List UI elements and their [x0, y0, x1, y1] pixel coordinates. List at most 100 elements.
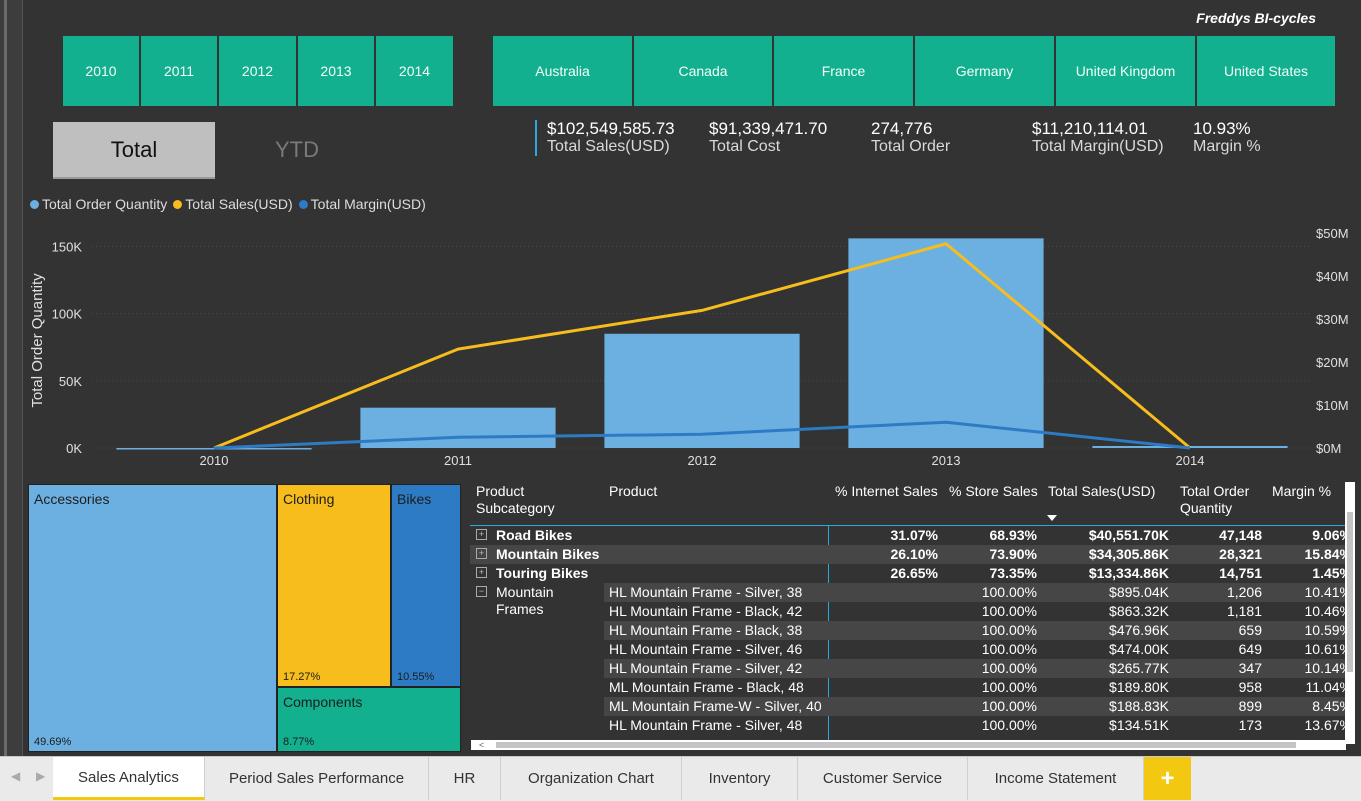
table-row[interactable]: HL Mountain Frame - Silver, 38 100.00% $…	[604, 583, 1346, 602]
qty-cell: 659	[1176, 622, 1262, 638]
column-header-store-sales[interactable]: % Store Sales	[949, 483, 1038, 500]
treemap-tile-components[interactable]: Components 8.77%	[277, 687, 461, 752]
expand-plus-icon[interactable]: +	[476, 567, 487, 578]
margin-cell: 10.41%	[1270, 584, 1352, 600]
qty-cell: 958	[1176, 679, 1262, 695]
table-row[interactable]: HL Mountain Frame - Black, 38 100.00% $4…	[604, 621, 1346, 640]
combo-chart[interactable]: 0K50K100K150K$0M$10M$20M$30M$40M$50MTota…	[22, 215, 1361, 475]
product-cell: HL Mountain Frame - Silver, 42	[609, 660, 802, 676]
tab-period-sales-performance[interactable]: Period Sales Performance	[205, 757, 429, 800]
treemap-tile-clothing[interactable]: Clothing 17.27%	[277, 484, 391, 687]
internet-cell: 26.10%	[850, 546, 938, 562]
column-header-subcategory[interactable]: Product Subcategory	[476, 483, 596, 517]
table-row[interactable]: HL Mountain Frame - Silver, 46 100.00% $…	[604, 640, 1346, 659]
bar-2011[interactable]	[360, 408, 555, 448]
treemap-tile-accessories[interactable]: Accessories 49.69%	[28, 484, 277, 752]
scrollbar-thumb[interactable]	[1347, 512, 1353, 672]
tab-scroll-left-icon[interactable]: ◀	[11, 769, 20, 783]
legend-item-order-qty[interactable]: Total Order Quantity	[30, 196, 167, 212]
sales-cell: $476.96K	[1044, 622, 1169, 638]
tab-scroll-right-icon[interactable]: ▶	[36, 769, 45, 783]
tab-hr[interactable]: HR	[429, 757, 501, 800]
kpi-total-sales-value: $102,549,585.73	[547, 119, 675, 139]
collapse-minus-icon[interactable]: −	[476, 586, 487, 597]
year-slicer-2013[interactable]: 2013	[298, 36, 374, 106]
sales-cell: $863.32K	[1044, 603, 1169, 619]
legend-item-margin[interactable]: Total Margin(USD)	[299, 196, 426, 212]
year-slicer-2012[interactable]: 2012	[219, 36, 296, 106]
product-cell: ML Mountain Frame - Black, 48	[609, 679, 804, 695]
column-header-internet-sales[interactable]: % Internet Sales	[835, 483, 938, 500]
year-slicer-2010[interactable]: 2010	[63, 36, 139, 106]
year-slicer-2014[interactable]: 2014	[376, 36, 453, 106]
table-row[interactable]: HL Mountain Frame - Silver, 48 100.00% $…	[604, 716, 1346, 735]
legend-item-sales[interactable]: Total Sales(USD)	[173, 196, 292, 212]
country-slicer-united-kingdom[interactable]: United Kingdom	[1056, 36, 1195, 106]
country-slicer-france[interactable]: France	[774, 36, 913, 106]
y-tick-label: 150K	[52, 239, 83, 254]
column-header-product[interactable]: Product	[609, 483, 657, 500]
store-cell: 73.90%	[948, 546, 1037, 562]
year-label: 2010	[85, 63, 116, 79]
table-row[interactable]: + Mountain Bikes 26.10% 73.90% $34,305.8…	[470, 545, 1346, 564]
matrix-horizontal-scrollbar[interactable]: <	[471, 740, 1346, 750]
sort-descending-icon[interactable]	[1047, 515, 1057, 521]
y-axis-title: Total Order Quantity	[29, 273, 46, 408]
table-row[interactable]: ML Mountain Frame-W - Silver, 40 100.00%…	[604, 697, 1346, 716]
store-cell: 100.00%	[948, 660, 1037, 676]
column-header-margin[interactable]: Margin %	[1272, 483, 1331, 500]
year-slicer-2011[interactable]: 2011	[141, 36, 217, 106]
tab-inventory[interactable]: Inventory	[682, 757, 798, 800]
store-cell: 100.00%	[948, 641, 1037, 657]
margin-cell: 10.61%	[1270, 641, 1352, 657]
scroll-left-icon[interactable]: <	[479, 741, 484, 749]
scrollbar-thumb[interactable]	[496, 742, 1296, 748]
y2-tick-label: $20M	[1316, 355, 1349, 370]
product-cell: HL Mountain Frame - Silver, 48	[609, 717, 802, 733]
tab-income-statement[interactable]: Income Statement	[968, 757, 1144, 800]
table-row[interactable]: HL Mountain Frame - Black, 42 100.00% $8…	[604, 602, 1346, 621]
product-cell: HL Mountain Frame - Silver, 46	[609, 641, 802, 657]
total-button[interactable]: Total	[53, 122, 215, 179]
country-slicer-australia[interactable]: Australia	[493, 36, 632, 106]
country-slicer-canada[interactable]: Canada	[634, 36, 772, 106]
tab-organization-chart[interactable]: Organization Chart	[501, 757, 682, 800]
column-header-total-sales[interactable]: Total Sales(USD)	[1048, 483, 1155, 500]
store-cell: 100.00%	[948, 717, 1037, 733]
column-header-order-quantity[interactable]: Total Order Quantity	[1180, 483, 1260, 517]
y-tick-label: 50K	[59, 374, 82, 389]
bar-2010[interactable]	[116, 448, 311, 450]
year-label: 2014	[399, 63, 430, 79]
treemap-tile-bikes[interactable]: Bikes 10.55%	[391, 484, 461, 687]
tab-customer-service[interactable]: Customer Service	[798, 757, 968, 800]
ytd-button[interactable]: YTD	[232, 122, 362, 177]
y2-tick-label: $10M	[1316, 398, 1349, 413]
table-row[interactable]: + Touring Bikes 26.65% 73.35% $13,334.86…	[470, 564, 1346, 583]
sales-cell: $34,305.86K	[1044, 546, 1169, 562]
margin-cell: 15.84%	[1270, 546, 1352, 562]
store-cell: 100.00%	[948, 679, 1037, 695]
category-treemap[interactable]: Accessories 49.69% Clothing 17.27% Bikes…	[28, 484, 461, 752]
legend-dot-icon	[173, 200, 182, 209]
country-slicer-germany[interactable]: Germany	[915, 36, 1054, 106]
expand-plus-icon[interactable]: +	[476, 548, 487, 559]
tab-sales-analytics[interactable]: Sales Analytics	[53, 757, 205, 800]
qty-cell: 899	[1176, 698, 1262, 714]
matrix-vertical-scrollbar[interactable]	[1345, 482, 1355, 744]
kpi-total-margin-label: Total Margin(USD)	[1032, 138, 1164, 156]
kpi-divider	[535, 120, 537, 156]
tile-name: Components	[283, 694, 362, 710]
bar-2013[interactable]	[848, 238, 1043, 448]
table-row[interactable]: HL Mountain Frame - Silver, 42 100.00% $…	[604, 659, 1346, 678]
left-panel-collapse[interactable]	[0, 0, 23, 756]
country-label: United Kingdom	[1076, 63, 1176, 79]
y2-tick-label: $40M	[1316, 269, 1349, 284]
sales-matrix[interactable]: Product Subcategory Product % Internet S…	[470, 480, 1358, 752]
country-slicer-united-states[interactable]: United States	[1197, 36, 1335, 106]
kpi-total-cost-label: Total Cost	[709, 138, 780, 156]
table-row[interactable]: ML Mountain Frame - Black, 48 100.00% $1…	[604, 678, 1346, 697]
expand-plus-icon[interactable]: +	[476, 529, 487, 540]
x-tick-label: 2012	[688, 453, 717, 468]
add-page-button[interactable]: +	[1144, 757, 1191, 800]
table-row[interactable]: + Road Bikes 31.07% 68.93% $40,551.70K 4…	[470, 526, 1346, 545]
